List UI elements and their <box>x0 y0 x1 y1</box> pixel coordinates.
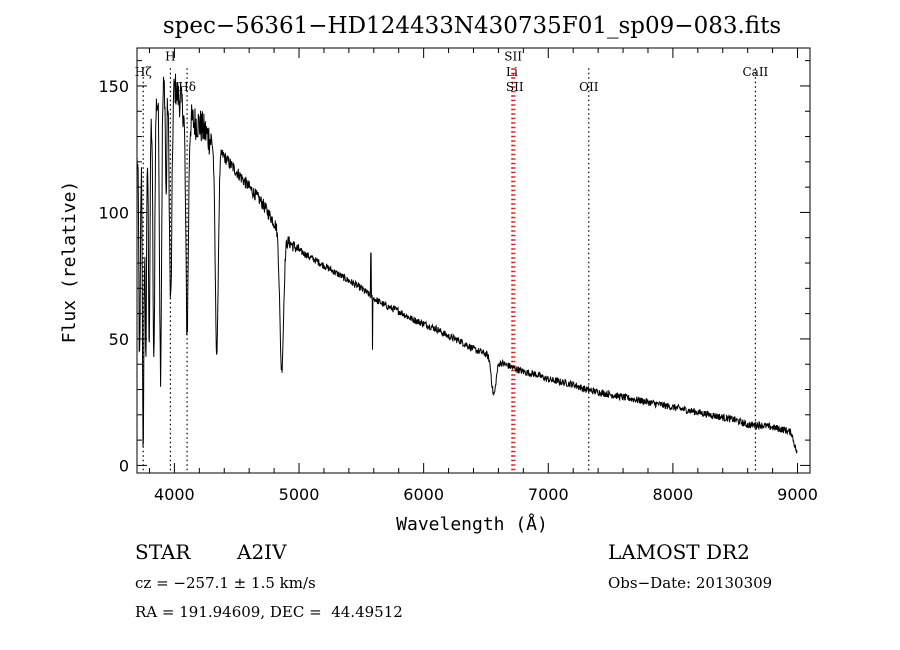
object-class: STAR <box>135 540 191 564</box>
y-tick-label: 50 <box>109 330 129 349</box>
observation-date: Obs−Date: 20130309 <box>608 574 773 592</box>
line-marker-label: SII <box>506 80 524 94</box>
x-tick-label: 4000 <box>154 485 195 504</box>
line-marker-label: H <box>165 50 175 64</box>
x-tick-label: 5000 <box>279 485 320 504</box>
y-tick-label: 0 <box>119 456 129 475</box>
chart-title: spec−56361−HD124433N430735F01_sp09−083.f… <box>163 13 781 39</box>
redshift-value: cz = −257.1 ± 1.5 km/s <box>135 574 316 592</box>
axis-ticks: 4000 5000 6000 7000 8000 9000 0 50 100 150 <box>98 48 818 504</box>
plot-frame <box>136 47 811 474</box>
x-tick-label: 9000 <box>777 485 818 504</box>
survey-name: LAMOST DR2 <box>608 540 750 564</box>
line-marker-label: Hζ <box>135 65 152 79</box>
spectrum-line <box>136 73 798 454</box>
y-tick-label: 150 <box>98 77 129 96</box>
line-marker-label: OII <box>579 80 599 94</box>
x-tick-label: 6000 <box>403 485 444 504</box>
object-subclass: A2IV <box>237 540 287 564</box>
line-marker-label: CaII <box>742 65 768 79</box>
coordinates: RA = 191.94609, DEC = 44.49512 <box>135 603 403 621</box>
line-marker-label: SII <box>504 50 522 64</box>
y-tick-label: 100 <box>98 203 129 222</box>
line-marker-label: Hδ <box>178 80 196 94</box>
line-marker-label: Li <box>506 65 518 79</box>
x-axis-label: Wavelength (Å) <box>396 513 548 535</box>
y-axis-label: Flux (relative) <box>59 181 80 344</box>
x-tick-label: 7000 <box>528 485 569 504</box>
x-tick-label: 8000 <box>653 485 694 504</box>
